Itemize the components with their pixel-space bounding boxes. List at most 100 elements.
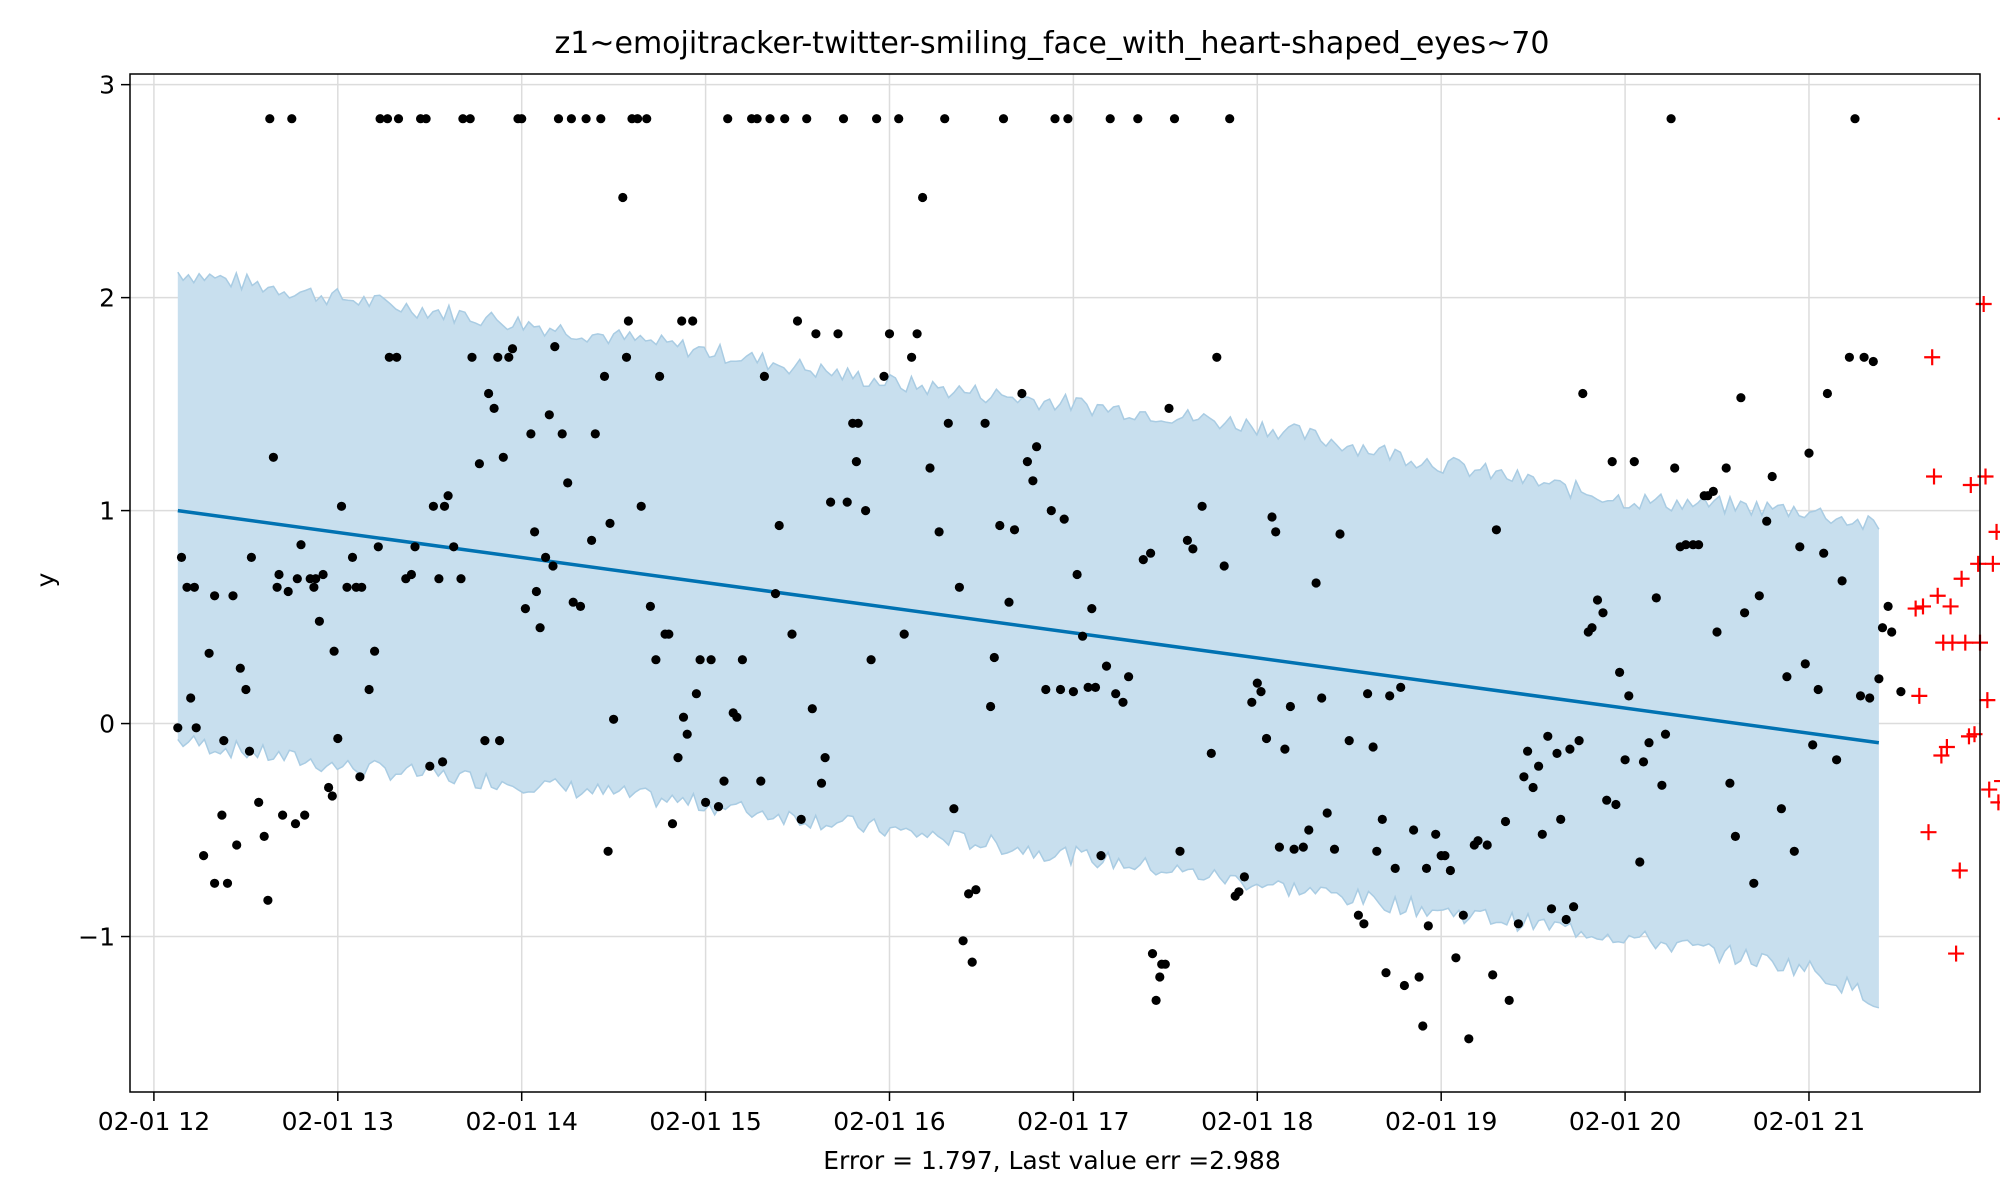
observed-point	[1247, 697, 1257, 707]
observed-point	[517, 114, 527, 124]
observed-point	[410, 542, 420, 552]
observed-point	[1556, 814, 1566, 825]
observed-point	[1670, 463, 1680, 473]
observed-point	[1598, 608, 1608, 618]
observed-point	[186, 693, 196, 703]
observed-point	[1795, 542, 1805, 552]
observed-point	[1666, 114, 1676, 124]
observed-point	[318, 569, 328, 580]
observed-point	[1749, 878, 1759, 888]
observed-point	[1311, 578, 1321, 588]
x-tick-label: 02-01 21	[1753, 1107, 1865, 1136]
observed-point	[438, 757, 448, 767]
observed-points	[173, 114, 1906, 1044]
observed-point	[566, 114, 577, 124]
observed-point	[1377, 814, 1387, 825]
observed-point	[816, 778, 827, 788]
observed-point	[907, 352, 917, 362]
observed-point	[1175, 846, 1185, 856]
observed-point	[954, 582, 965, 592]
observed-point	[1063, 114, 1073, 124]
observed-point	[456, 574, 466, 584]
observed-point	[541, 552, 551, 563]
observed-point	[434, 574, 444, 584]
observed-point	[474, 459, 484, 469]
observed-point	[1528, 782, 1538, 793]
observed-point	[1252, 678, 1262, 688]
observed-point	[1329, 844, 1340, 854]
observed-point	[599, 371, 610, 381]
observed-point	[1353, 910, 1363, 920]
observed-point	[609, 714, 619, 724]
future-point	[1981, 781, 1998, 798]
observed-point	[980, 418, 990, 428]
observed-point	[1629, 457, 1639, 467]
x-tick-label: 02-01 15	[649, 1107, 761, 1136]
observed-point	[1813, 684, 1823, 695]
observed-point	[1280, 744, 1290, 754]
upper-bound-line	[177, 270, 1880, 531]
observed-point	[884, 329, 895, 339]
observed-point	[1390, 863, 1400, 874]
observed-point	[1004, 597, 1014, 607]
observed-point	[439, 501, 450, 511]
observed-point	[1611, 799, 1621, 810]
observed-point	[1574, 736, 1584, 746]
x-axis-label: Error = 1.797, Last value err =2.988	[823, 1146, 1280, 1175]
observed-point	[232, 840, 242, 850]
x-tick-label: 02-01 14	[465, 1107, 577, 1136]
future-point	[1914, 598, 1931, 615]
observed-point	[1874, 674, 1884, 684]
observed-point	[1068, 687, 1078, 697]
observed-point	[723, 114, 733, 124]
trend-line-group	[177, 508, 1880, 745]
observed-point	[484, 388, 494, 399]
y-tick-label: 0	[99, 710, 115, 739]
observed-point	[357, 582, 367, 592]
observed-point	[1552, 748, 1562, 759]
observed-point	[575, 601, 586, 612]
observed-point	[1855, 691, 1866, 701]
observed-point	[1118, 697, 1128, 707]
observed-point	[1800, 659, 1810, 669]
observed-point	[259, 831, 269, 842]
observed-point	[217, 810, 227, 820]
observed-point	[1256, 687, 1266, 697]
observed-point	[568, 597, 578, 607]
observed-point	[943, 418, 953, 428]
observed-point	[918, 192, 928, 203]
observed-point	[373, 542, 383, 552]
future-point	[1933, 747, 1950, 764]
observed-point	[633, 114, 643, 124]
observed-point	[701, 797, 711, 808]
observed-point	[618, 192, 628, 203]
observed-point	[1500, 816, 1511, 827]
observed-point	[1789, 846, 1799, 856]
observed-point	[1440, 851, 1450, 861]
observed-point	[1096, 851, 1106, 861]
observed-point	[563, 478, 573, 488]
observed-point	[894, 114, 904, 124]
observed-point	[425, 761, 435, 771]
observed-point	[1421, 863, 1432, 874]
observed-point	[493, 352, 503, 362]
observed-point	[173, 723, 183, 733]
observed-point	[443, 491, 453, 501]
y-tick-label: 1	[99, 497, 115, 526]
observed-point	[732, 712, 742, 722]
observed-point	[655, 371, 665, 381]
observed-point	[219, 736, 229, 746]
observed-point	[504, 352, 514, 362]
observed-point	[1754, 591, 1764, 601]
observed-point	[1206, 748, 1216, 759]
observed-point	[287, 114, 297, 124]
observed-point	[1832, 755, 1842, 765]
lower-bound-line	[177, 734, 1880, 1009]
observed-point	[189, 582, 199, 592]
observed-point	[842, 497, 852, 507]
observed-point	[1028, 476, 1038, 486]
future-point	[1975, 296, 1992, 313]
observed-point	[309, 582, 319, 592]
observed-point	[1767, 471, 1777, 482]
observed-point	[770, 589, 781, 599]
